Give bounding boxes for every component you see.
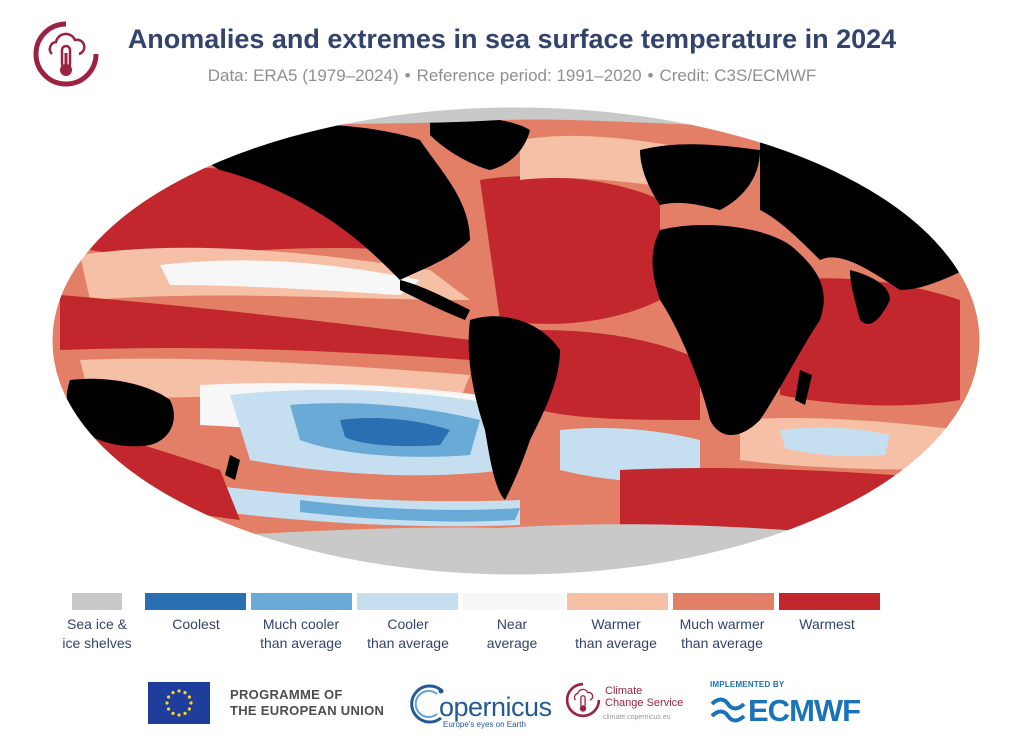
legend-swatch-cooler xyxy=(357,593,458,610)
copernicus-c-icon xyxy=(410,684,444,724)
ecmwf-implemented-by: IMPLEMENTED BY xyxy=(710,680,785,689)
antarctic-land-ice xyxy=(140,524,900,575)
ecmwf-logo: IMPLEMENTED BY ECMWF xyxy=(708,680,884,728)
legend-label-near: Near average xyxy=(486,616,538,651)
indian-ocean-warmest xyxy=(780,278,960,406)
north-america-land xyxy=(196,123,470,280)
subtitle-separator: • xyxy=(647,66,654,85)
legend-label-much-warmer: Much warmer than average xyxy=(679,616,765,651)
legend-label-much-cooler: Much cooler than average xyxy=(260,616,342,651)
europe-land xyxy=(640,144,760,210)
ecmwf-wave-icon xyxy=(710,697,746,723)
legend-label-cooler: Cooler than average xyxy=(367,616,449,651)
central-america-land xyxy=(400,280,470,320)
eu-line-2: THE EUROPEAN UNION xyxy=(230,703,385,718)
climate-thermometer-logo xyxy=(33,21,99,87)
page-subtitle: Data: ERA5 (1979–2024) • Reference period:… xyxy=(0,66,1024,86)
southern-ocean-much-cooler xyxy=(300,500,520,522)
map-legend: Sea ice & ice shelves Coolest Much coole… xyxy=(0,593,1024,663)
south-atlantic-warmest xyxy=(540,330,700,420)
c3s-name: Climate Change Service xyxy=(605,685,683,709)
atlantic-warmest xyxy=(480,176,660,324)
page-title: Anomalies and extremes in sea surface te… xyxy=(127,24,897,54)
eu-flag-icon xyxy=(148,682,210,724)
eu-line-1: PROGRAMME OF xyxy=(230,687,343,702)
ecmwf-wordmark: ECMWF xyxy=(748,693,861,728)
copernicus-tagline: Europe's eyes on Earth xyxy=(443,720,526,729)
legend-swatch-much-cooler xyxy=(251,593,352,610)
legend-swatch-coolest xyxy=(145,593,246,610)
partner-logos: PROGRAMME OF THE EUROPEAN UNION opernicu… xyxy=(0,672,1024,732)
legend-swatch-near xyxy=(463,593,564,610)
subtitle-reference-period: Reference period: 1991–2020 xyxy=(416,66,642,85)
eu-programme-text: PROGRAMME OF THE EUROPEAN UNION xyxy=(230,687,384,719)
legend-swatch-warmer xyxy=(567,593,668,610)
africa-land xyxy=(652,225,824,435)
legend-swatch-sea-ice xyxy=(72,593,122,610)
south-pacific-coolest xyxy=(340,418,450,447)
new-zealand-land xyxy=(225,455,240,480)
greenland-land xyxy=(430,117,530,170)
australia-land xyxy=(66,378,174,447)
subtitle-data-source: Data: ERA5 (1979–2024) xyxy=(207,66,399,85)
c3s-logo: Climate Change Service climate.copernicu… xyxy=(565,678,690,730)
copernicus-logo: opernicus Europe's eyes on Earth xyxy=(405,680,552,730)
subtitle-credit: Credit: C3S/ECMWF xyxy=(659,66,817,85)
legend-label-coolest: Coolest xyxy=(172,616,220,632)
india-land xyxy=(850,270,890,324)
south-america-land xyxy=(468,316,560,500)
subtitle-separator: • xyxy=(404,66,411,85)
legend-label-warmest: Warmest xyxy=(799,616,855,632)
c3s-line-1: Climate xyxy=(605,685,643,697)
c3s-url: climate.copernicus.eu xyxy=(603,714,671,721)
c3s-thermometer-icon xyxy=(565,682,601,718)
legend-swatch-much-warmer xyxy=(673,593,774,610)
legend-swatch-warmest xyxy=(779,593,880,610)
indian-ocean-cooler xyxy=(780,427,890,457)
legend-label-warmer: Warmer than average xyxy=(575,616,657,651)
legend-label-sea-ice: Sea ice & ice shelves xyxy=(62,616,132,651)
globe-outline xyxy=(51,106,981,576)
madagascar-land xyxy=(795,370,812,405)
equatorial-pacific-warmest xyxy=(60,295,470,360)
pacific-near-band xyxy=(160,260,420,295)
c3s-line-2: Change Service xyxy=(605,697,684,709)
copernicus-wordmark: opernicus xyxy=(439,692,552,722)
